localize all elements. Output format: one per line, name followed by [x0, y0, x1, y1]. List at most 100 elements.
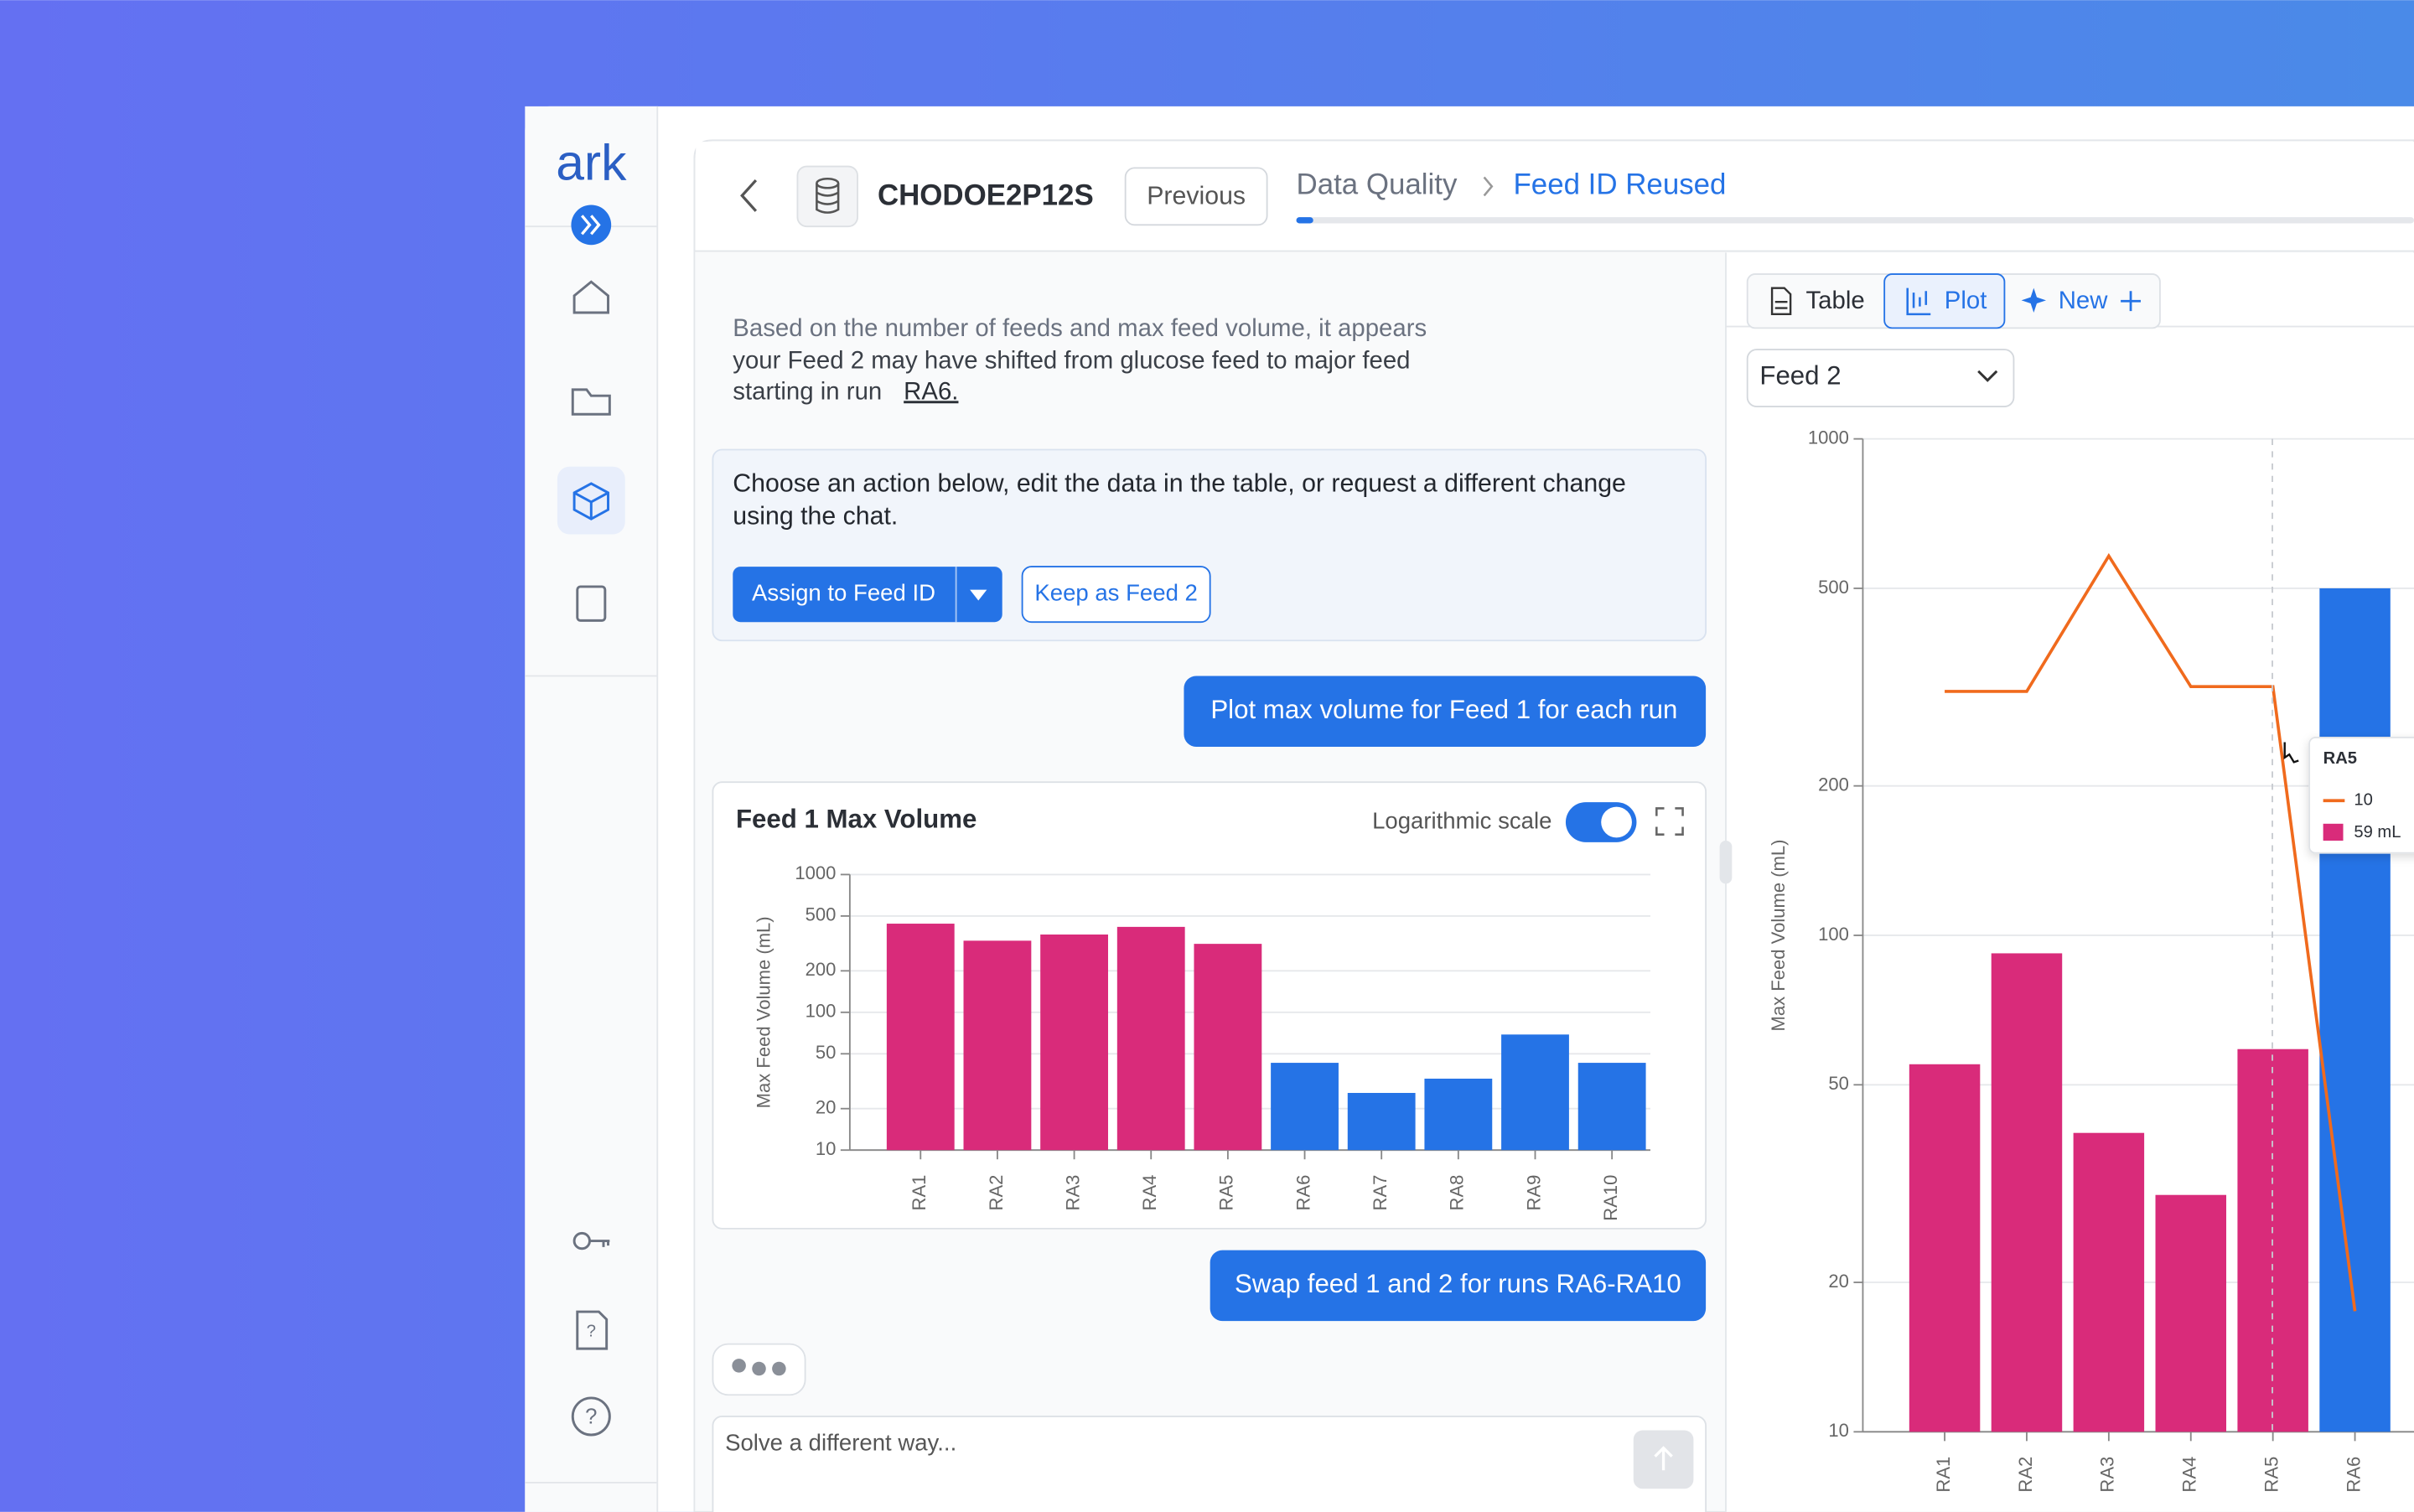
breadcrumb-current: Feed ID Reused — [1514, 168, 1727, 201]
bar — [1194, 944, 1262, 1151]
y-axis-label: Max Feed Volume (mL) — [754, 916, 774, 1108]
x-tick-label: RA6 — [1292, 1175, 1313, 1211]
x-tick-label: RA9 — [1523, 1175, 1544, 1211]
dropdown-value: Feed 2 — [1759, 360, 1841, 390]
tooltip-item: 59 mL — [2354, 823, 2401, 841]
action-prompt: using the chat. — [733, 502, 898, 530]
breadcrumb[interactable]: Data Quality — [1297, 168, 1458, 201]
dropdown-arrow[interactable] — [970, 589, 987, 601]
assign-button[interactable] — [733, 567, 1002, 623]
y-tick-label: 1000 — [795, 862, 836, 883]
chat-input[interactable] — [712, 1416, 1707, 1512]
x-tick-label: RA4 — [2179, 1457, 2200, 1493]
folder-icon[interactable] — [571, 388, 611, 416]
breadcrumb-separator — [1483, 176, 1494, 197]
y-tick-label: 200 — [806, 959, 837, 980]
x-tick-label: RA1 — [1933, 1457, 1954, 1493]
bar — [1116, 926, 1185, 1151]
progress-track — [1296, 217, 2414, 224]
y-tick-label: 500 — [806, 904, 837, 925]
cursor — [2283, 742, 2299, 764]
y-tick-label: 500 — [1818, 577, 1849, 598]
y-tick-label: 50 — [816, 1042, 837, 1063]
bar — [2319, 588, 2391, 1432]
bar — [1271, 1063, 1339, 1151]
feed-dropdown[interactable] — [1746, 349, 2015, 407]
icon-glyph: ? — [585, 1406, 597, 1429]
model-icon[interactable] — [572, 482, 609, 520]
sidebar — [525, 106, 658, 1512]
tab[interactable]: Table — [1805, 287, 1864, 314]
resize-handle[interactable] — [1719, 841, 1733, 884]
y-tick-label: 10 — [816, 1138, 837, 1159]
expand-icon[interactable] — [1655, 807, 1684, 836]
tooltip-swatch — [2323, 823, 2344, 841]
tooltip-title: RA5 — [2323, 749, 2357, 768]
home-icon[interactable] — [572, 280, 609, 314]
bar — [2073, 1132, 2145, 1432]
user-message — [1210, 1250, 1707, 1322]
tab[interactable]: New — [2059, 287, 2109, 314]
x-tick-label: RA7 — [1370, 1175, 1391, 1211]
expand-sidebar[interactable] — [571, 205, 612, 246]
line — [1945, 552, 2357, 1312]
y-tick-label: 10 — [1828, 1420, 1849, 1441]
bar — [2155, 1194, 2227, 1432]
bar — [1991, 953, 2063, 1432]
x-tick-label: RA4 — [1139, 1175, 1160, 1211]
input-placeholder: Solve a different way... — [725, 1429, 956, 1455]
x-tick-label: RA8 — [1447, 1175, 1468, 1211]
y-tick-label: 1000 — [1808, 427, 1849, 448]
doc-help-icon[interactable] — [576, 1310, 609, 1350]
bar — [1909, 1064, 1981, 1432]
bar — [1040, 934, 1108, 1151]
dropdown-chevron — [1977, 370, 1998, 382]
tab[interactable]: Plot — [1945, 287, 1987, 314]
bar — [1424, 1078, 1493, 1151]
x-tick-label: RA2 — [986, 1175, 1007, 1211]
plot-icon — [1906, 287, 1931, 316]
bar — [886, 924, 955, 1151]
y-axis-label: Max Feed Volume (mL) — [1768, 839, 1789, 1031]
bar — [1577, 1063, 1646, 1151]
icon-glyph: ? — [587, 1322, 596, 1340]
table-icon — [1770, 287, 1792, 316]
clipboard-icon[interactable] — [576, 585, 607, 622]
tooltip-item: 10 — [2354, 791, 2372, 810]
run-link[interactable]: RA6. — [904, 377, 958, 405]
plus-icon[interactable] — [2121, 291, 2141, 312]
logo: ark — [556, 134, 627, 191]
message-line: your Feed 2 may have shifted from glucos… — [733, 347, 1410, 375]
assign-label: Assign to Feed ID — [752, 579, 935, 605]
y-tick-label: 200 — [1818, 774, 1849, 795]
toggle-label: Logarithmic scale — [1372, 807, 1551, 833]
chat-chart: 10 20 50 100 200 500 1000 Max Feed Volume (mL) R… — [754, 862, 1650, 1221]
x-tick-label: RA10 — [1600, 1175, 1621, 1221]
x-tick-label: RA3 — [1062, 1175, 1083, 1211]
action-prompt: Choose an action below, edit the data in… — [733, 470, 1626, 498]
user-message — [1184, 676, 1707, 747]
bar — [1347, 1092, 1416, 1151]
x-tick-label: RA1 — [909, 1175, 930, 1211]
back-button[interactable] — [740, 179, 758, 212]
header-bar — [696, 142, 2414, 251]
user-message-text: Plot max volume for Feed 1 for each run — [1210, 695, 1677, 724]
dataset-name: CHODOE2P12S — [878, 179, 1094, 211]
chart-title: Feed 1 Max Volume — [736, 804, 976, 833]
bar — [963, 940, 1032, 1151]
message-line: Based on the number of feeds and max fee… — [733, 314, 1427, 342]
y-tick-label: 20 — [1828, 1271, 1849, 1292]
message-line: starting in run — [733, 377, 882, 405]
bar — [1501, 1034, 1569, 1151]
previous-button[interactable] — [1124, 167, 1268, 226]
help-icon[interactable] — [571, 1396, 611, 1437]
x-tick-label: RA6 — [2343, 1457, 2364, 1493]
toggle-knob — [1601, 806, 1632, 838]
y-tick-label: 20 — [816, 1097, 837, 1118]
keep-label: Keep as Feed 2 — [1034, 579, 1198, 605]
selected-nav[interactable] — [557, 466, 625, 535]
x-tick-label: RA2 — [2015, 1457, 2036, 1493]
keep-button[interactable] — [1021, 566, 1211, 624]
